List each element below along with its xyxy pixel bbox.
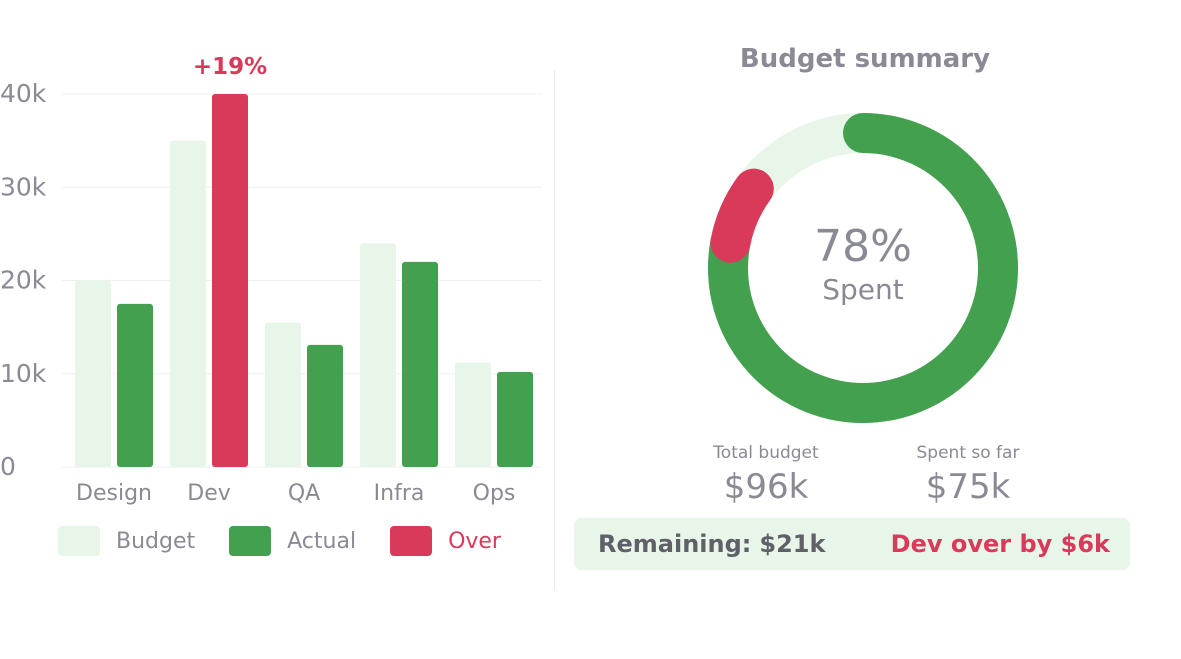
spent-value: $75k <box>925 467 1011 507</box>
legend-label-over: Over <box>448 528 501 554</box>
total-budget-stat: Total budget $96k <box>666 442 866 510</box>
total-budget-label: Total budget <box>713 443 819 463</box>
over-annotation: +19% <box>193 54 267 80</box>
x-tick-label: QA <box>288 481 320 506</box>
y-tick-label: 40k <box>0 79 47 108</box>
remaining-text: Remaining: $21k <box>598 530 825 558</box>
legend-swatch-budget <box>58 526 100 556</box>
legend-swatch-over <box>390 526 433 556</box>
legend-item-actual: Actual <box>229 526 356 556</box>
x-tick-label: Infra <box>374 481 425 506</box>
legend-label-budget: Budget <box>116 528 196 554</box>
summary-title: Budget summary <box>739 44 991 74</box>
donut-center: 78% Spent <box>760 222 966 308</box>
spent-label: Spent so far <box>916 443 1020 463</box>
bar-actual <box>117 303 153 467</box>
donut-over-arc <box>708 113 1018 423</box>
legend-item-over: Over <box>390 526 501 556</box>
bar-budget <box>75 280 111 467</box>
chart-legend: Budget Actual Over <box>58 526 535 556</box>
legend-label-actual: Actual <box>287 528 357 554</box>
panel-divider <box>554 70 555 590</box>
bar-chart: 0 10k 20k 30k 40k Design Dev +19% QA Infra Ops <box>0 54 542 506</box>
y-tick-label: 30k <box>0 172 47 201</box>
legend-item-budget: Budget <box>58 526 195 556</box>
spent-stat: Spent so far $75k <box>868 442 1068 510</box>
donut-chart <box>708 113 1018 423</box>
bar-budget <box>265 322 301 467</box>
donut-percent: 78% <box>814 221 912 272</box>
over-budget-note: Dev over by $6k <box>890 530 1110 558</box>
y-tick-label: 0 <box>0 452 16 481</box>
donut-spent-arc <box>708 113 1018 423</box>
bar-budget <box>360 243 396 467</box>
x-tick-label: Dev <box>187 481 231 506</box>
bar-actual <box>497 371 533 467</box>
y-tick-label: 10k <box>0 359 47 388</box>
bar-actual <box>307 344 343 467</box>
donut-label: Spent <box>822 273 904 306</box>
bar-actual-over <box>212 94 248 467</box>
bar-budget <box>170 140 206 467</box>
bar-budget <box>455 362 491 467</box>
x-tick-label: Ops <box>473 481 516 506</box>
remaining-label: Remaining: <box>598 530 752 558</box>
bar-actual <box>402 261 438 467</box>
remaining-value: $21k <box>759 530 826 558</box>
remaining-banner: Remaining: $21k Dev over by $6k <box>574 518 1130 570</box>
x-tick-label: Design <box>76 481 152 506</box>
y-tick-label: 20k <box>0 266 47 295</box>
total-budget-value: $96k <box>723 467 809 507</box>
legend-swatch-actual <box>229 526 272 556</box>
